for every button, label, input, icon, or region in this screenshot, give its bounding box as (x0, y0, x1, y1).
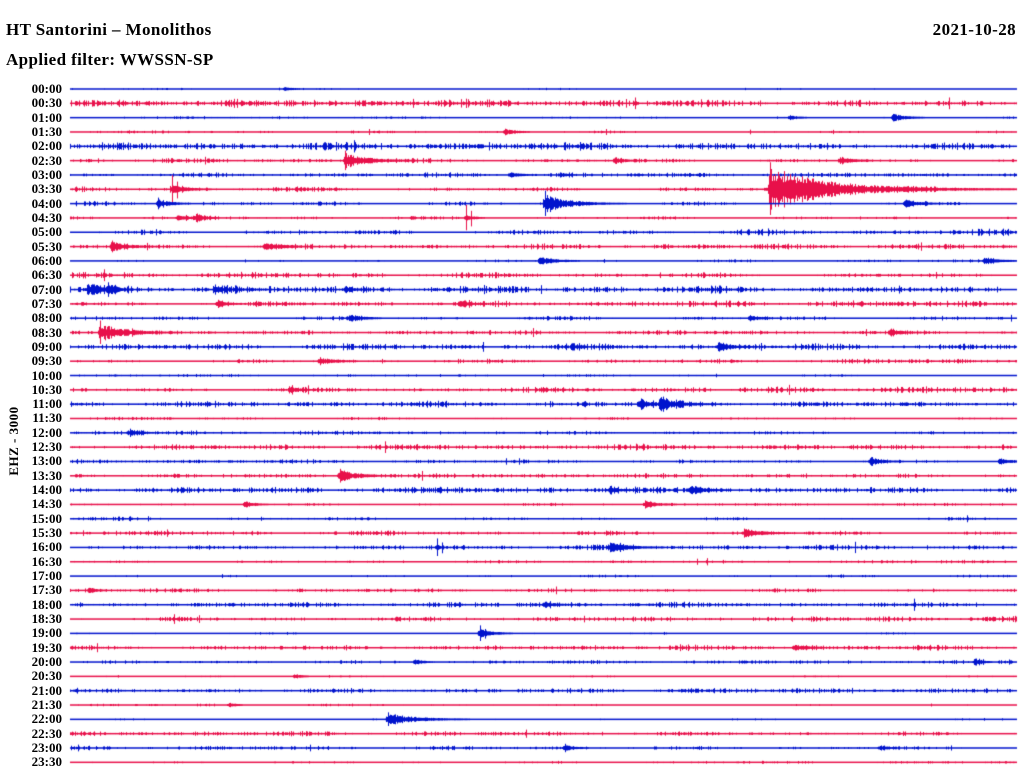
filter-label: Applied filter: WWSSN-SP (6, 50, 214, 69)
time-label: 11:00 (32, 396, 62, 412)
time-label: 23:30 (31, 754, 62, 770)
time-label: 07:00 (31, 281, 62, 297)
time-label: 01:30 (31, 123, 62, 139)
time-label: 05:30 (31, 238, 62, 254)
time-label: 06:30 (31, 267, 62, 283)
time-label: 03:30 (31, 181, 62, 197)
time-label: 00:30 (31, 95, 62, 111)
time-label: 23:00 (31, 739, 62, 755)
time-label: 08:30 (31, 324, 62, 340)
time-label: 05:00 (31, 224, 62, 240)
time-label: 13:30 (31, 467, 62, 483)
time-label: 20:00 (31, 654, 62, 670)
time-label: 07:30 (31, 295, 62, 311)
time-label: 21:30 (31, 697, 62, 713)
time-label: 08:00 (31, 310, 62, 326)
time-label: 17:00 (31, 568, 62, 584)
time-label: 12:00 (31, 424, 62, 440)
time-label: 18:30 (31, 611, 62, 627)
plot-date: 2021-10-28 (932, 20, 1016, 39)
time-label: 02:30 (31, 152, 62, 168)
station-title: HT Santorini – Monolithos (6, 20, 212, 39)
time-label: 01:00 (31, 109, 62, 125)
time-label: 15:00 (31, 510, 62, 526)
time-label: 14:30 (31, 496, 62, 512)
time-label: 09:30 (31, 353, 62, 369)
time-label: 20:30 (31, 668, 62, 684)
time-label: 16:00 (31, 539, 62, 555)
time-label: 04:00 (31, 195, 62, 211)
time-label: 18:00 (31, 596, 62, 612)
time-label: 12:30 (31, 439, 62, 455)
time-label: 04:30 (31, 209, 62, 225)
time-label: 02:00 (31, 138, 62, 154)
time-label: 21:00 (31, 682, 62, 698)
time-label: 11:30 (32, 410, 62, 426)
time-label: 03:00 (31, 166, 62, 182)
time-label: 14:00 (31, 482, 62, 498)
time-label: 19:00 (31, 625, 62, 641)
time-label: 17:30 (31, 582, 62, 598)
time-label: 15:30 (31, 525, 62, 541)
time-label: 22:00 (31, 711, 62, 727)
time-label: 10:30 (31, 381, 62, 397)
time-label: 06:00 (31, 252, 62, 268)
time-label: 09:00 (31, 338, 62, 354)
time-label: 22:30 (31, 725, 62, 741)
time-label: 13:00 (31, 453, 62, 469)
time-label: 00:00 (31, 81, 62, 96)
time-label: 16:30 (31, 553, 62, 569)
time-label: 19:30 (31, 639, 62, 655)
time-label: 10:00 (31, 367, 62, 383)
